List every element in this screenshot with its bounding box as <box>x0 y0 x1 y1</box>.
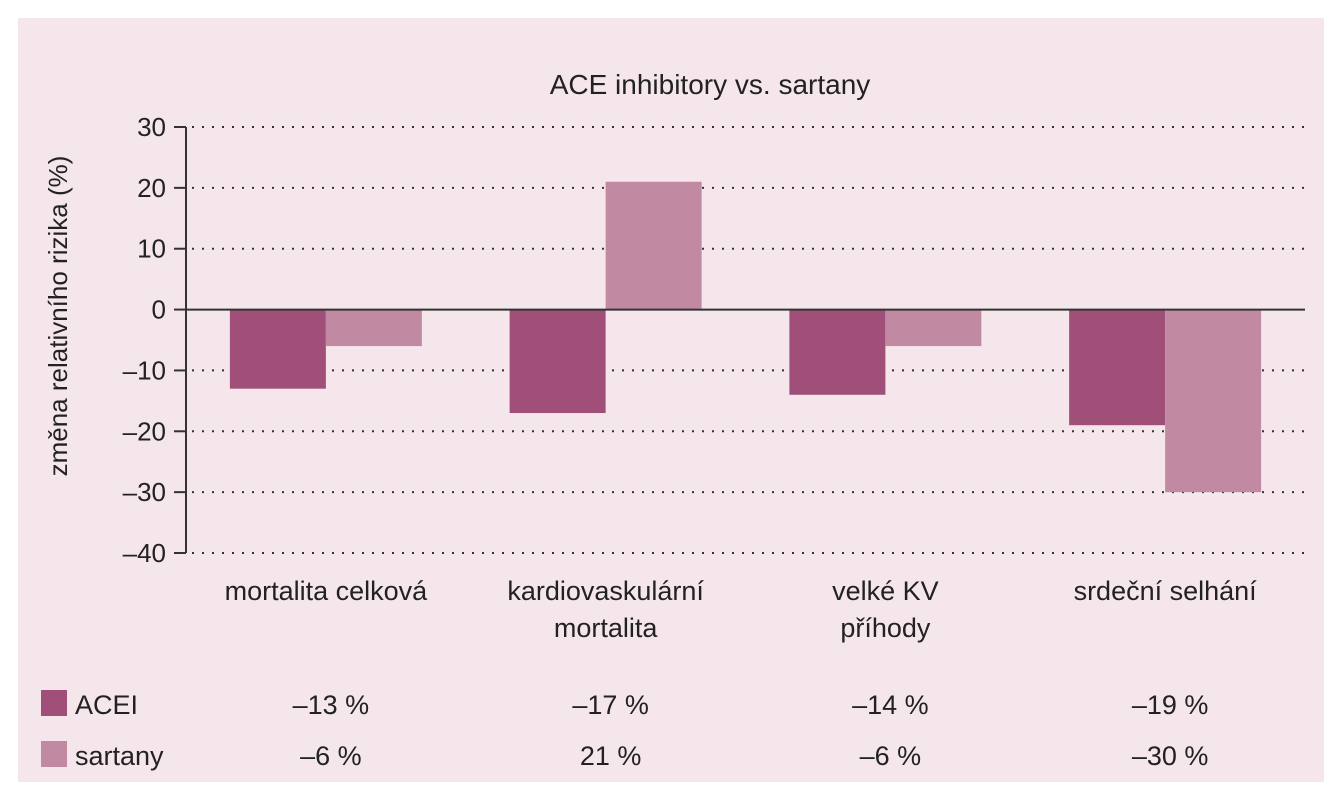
bar-sartany <box>1165 309 1262 493</box>
value-label: –6 % <box>300 741 362 771</box>
bar-sartany <box>325 309 422 347</box>
value-label: –17 % <box>572 690 649 720</box>
category-label: mortalita celková <box>225 576 429 606</box>
bar-acei <box>509 309 606 414</box>
category-label: velké KV <box>832 576 939 606</box>
bar-sartany <box>885 309 982 347</box>
bar-acei <box>1069 309 1166 426</box>
value-label: –14 % <box>852 690 929 720</box>
category-label: srdeční selhání <box>1074 576 1258 606</box>
category-label: mortalita <box>554 613 659 643</box>
chart-title: ACE inhibitory vs. sartany <box>550 69 871 100</box>
bar-acei <box>789 309 886 395</box>
category-label: příhody <box>840 613 931 643</box>
bar-acei <box>229 309 326 389</box>
y-tick-label: 10 <box>137 234 166 264</box>
bar-sartany <box>605 181 702 310</box>
value-label: –6 % <box>860 741 922 771</box>
value-label: 21 % <box>580 741 642 771</box>
legend-swatch-sartany <box>41 741 67 767</box>
y-tick-label: –20 <box>123 416 166 446</box>
legend-label: ACEI <box>75 690 138 720</box>
y-tick-label: –10 <box>123 355 166 385</box>
y-axis-label: změna relativního rizika (%) <box>43 156 73 477</box>
y-tick-label: 30 <box>137 112 166 142</box>
legend-table: ACEI –13 % –17 % –14 % –19 % sartany –6 % 21 % –… <box>41 690 1208 771</box>
bars <box>229 181 1262 493</box>
axes: 30 20 10 0 –10 –20 –30 –40 <box>123 112 1305 568</box>
value-label: –13 % <box>293 690 370 720</box>
y-tick-label: –40 <box>123 538 166 568</box>
y-tick-label: 0 <box>152 295 166 325</box>
legend-label: sartany <box>75 741 164 771</box>
category-label: kardiovaskulární <box>507 576 704 606</box>
legend-swatch-acei <box>41 690 67 716</box>
y-tick-label: –30 <box>123 477 166 507</box>
category-labels: mortalita celková kardiovaskulární mortali… <box>225 576 1258 643</box>
y-tick-label: 20 <box>137 173 166 203</box>
value-label: –30 % <box>1132 741 1209 771</box>
value-label: –19 % <box>1132 690 1209 720</box>
